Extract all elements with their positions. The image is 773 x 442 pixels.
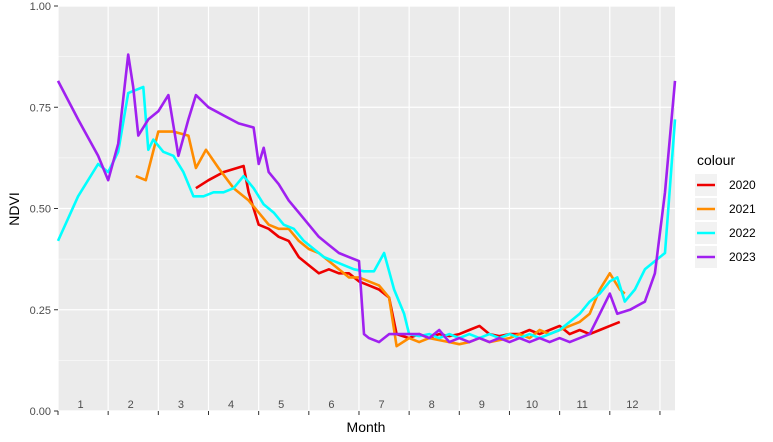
month-label: 12: [626, 399, 638, 411]
month-label: 5: [278, 399, 284, 411]
month-label: 9: [479, 399, 485, 411]
month-label: 2: [128, 399, 134, 411]
month-label: 10: [526, 399, 538, 411]
series-line-2022: [56, 85, 677, 340]
month-label: 6: [328, 399, 334, 411]
y-tick-label: 0.25: [30, 305, 51, 317]
y-axis: 0.00 0.25 0.50 0.75 1.00: [30, 1, 58, 418]
series-lines: [56, 53, 677, 348]
y-axis-title: NDVI: [6, 192, 22, 225]
legend: colour 2020 2021 2022 2023: [695, 152, 756, 268]
legend-title: colour: [697, 152, 735, 168]
x-axis: 1 2 3 4 5 6 7 8 9 10 11 12: [57, 399, 661, 415]
month-label: 1: [78, 399, 84, 411]
y-tick-label: 0.00: [30, 406, 51, 418]
month-label: 8: [429, 399, 435, 411]
legend-label-2021: 2021: [729, 202, 756, 216]
legend-label-2023: 2023: [729, 250, 756, 264]
y-tick-label: 0.50: [30, 204, 51, 216]
month-label: 11: [576, 399, 587, 411]
y-tick-label: 0.75: [30, 102, 51, 114]
month-label: 4: [228, 399, 234, 411]
series-line-2023: [56, 53, 677, 344]
month-label: 7: [378, 399, 384, 411]
legend-label-2022: 2022: [729, 226, 756, 240]
y-tick-label: 1.00: [30, 1, 51, 13]
x-axis-title: Month: [347, 419, 386, 435]
month-label: 3: [178, 399, 184, 411]
legend-label-2020: 2020: [729, 178, 756, 192]
